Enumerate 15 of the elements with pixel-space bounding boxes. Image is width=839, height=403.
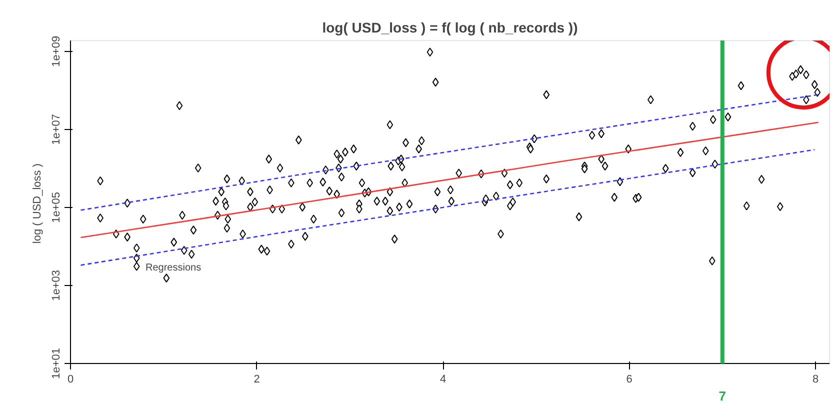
y-tick-label: 1e+07 [50,114,62,145]
x-tick-label: 2 [254,374,260,386]
ref-line-label: 7 [718,388,726,403]
x-tick-label: 4 [440,374,446,386]
x-tick-label: 6 [626,374,632,386]
x-tick-label: 8 [812,374,819,386]
y-tick-label: 1e+05 [50,192,62,223]
chart-title: log( USD_loss ) = f( log ( nb_records )) [322,20,578,36]
annotation: Regressions [146,262,202,274]
x-tick-label: 0 [67,374,74,386]
y-tick-label: 1e+03 [50,270,62,301]
y-tick-label: 1e+01 [50,348,62,379]
y-axis-title: log ( USD_loss ) [32,163,44,244]
y-tick-label: 1e+09 [50,36,62,67]
line-series [80,122,819,238]
